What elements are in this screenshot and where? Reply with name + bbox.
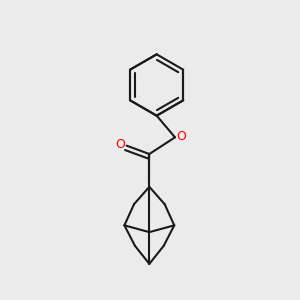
Text: O: O [176, 130, 186, 143]
Text: O: O [116, 139, 126, 152]
